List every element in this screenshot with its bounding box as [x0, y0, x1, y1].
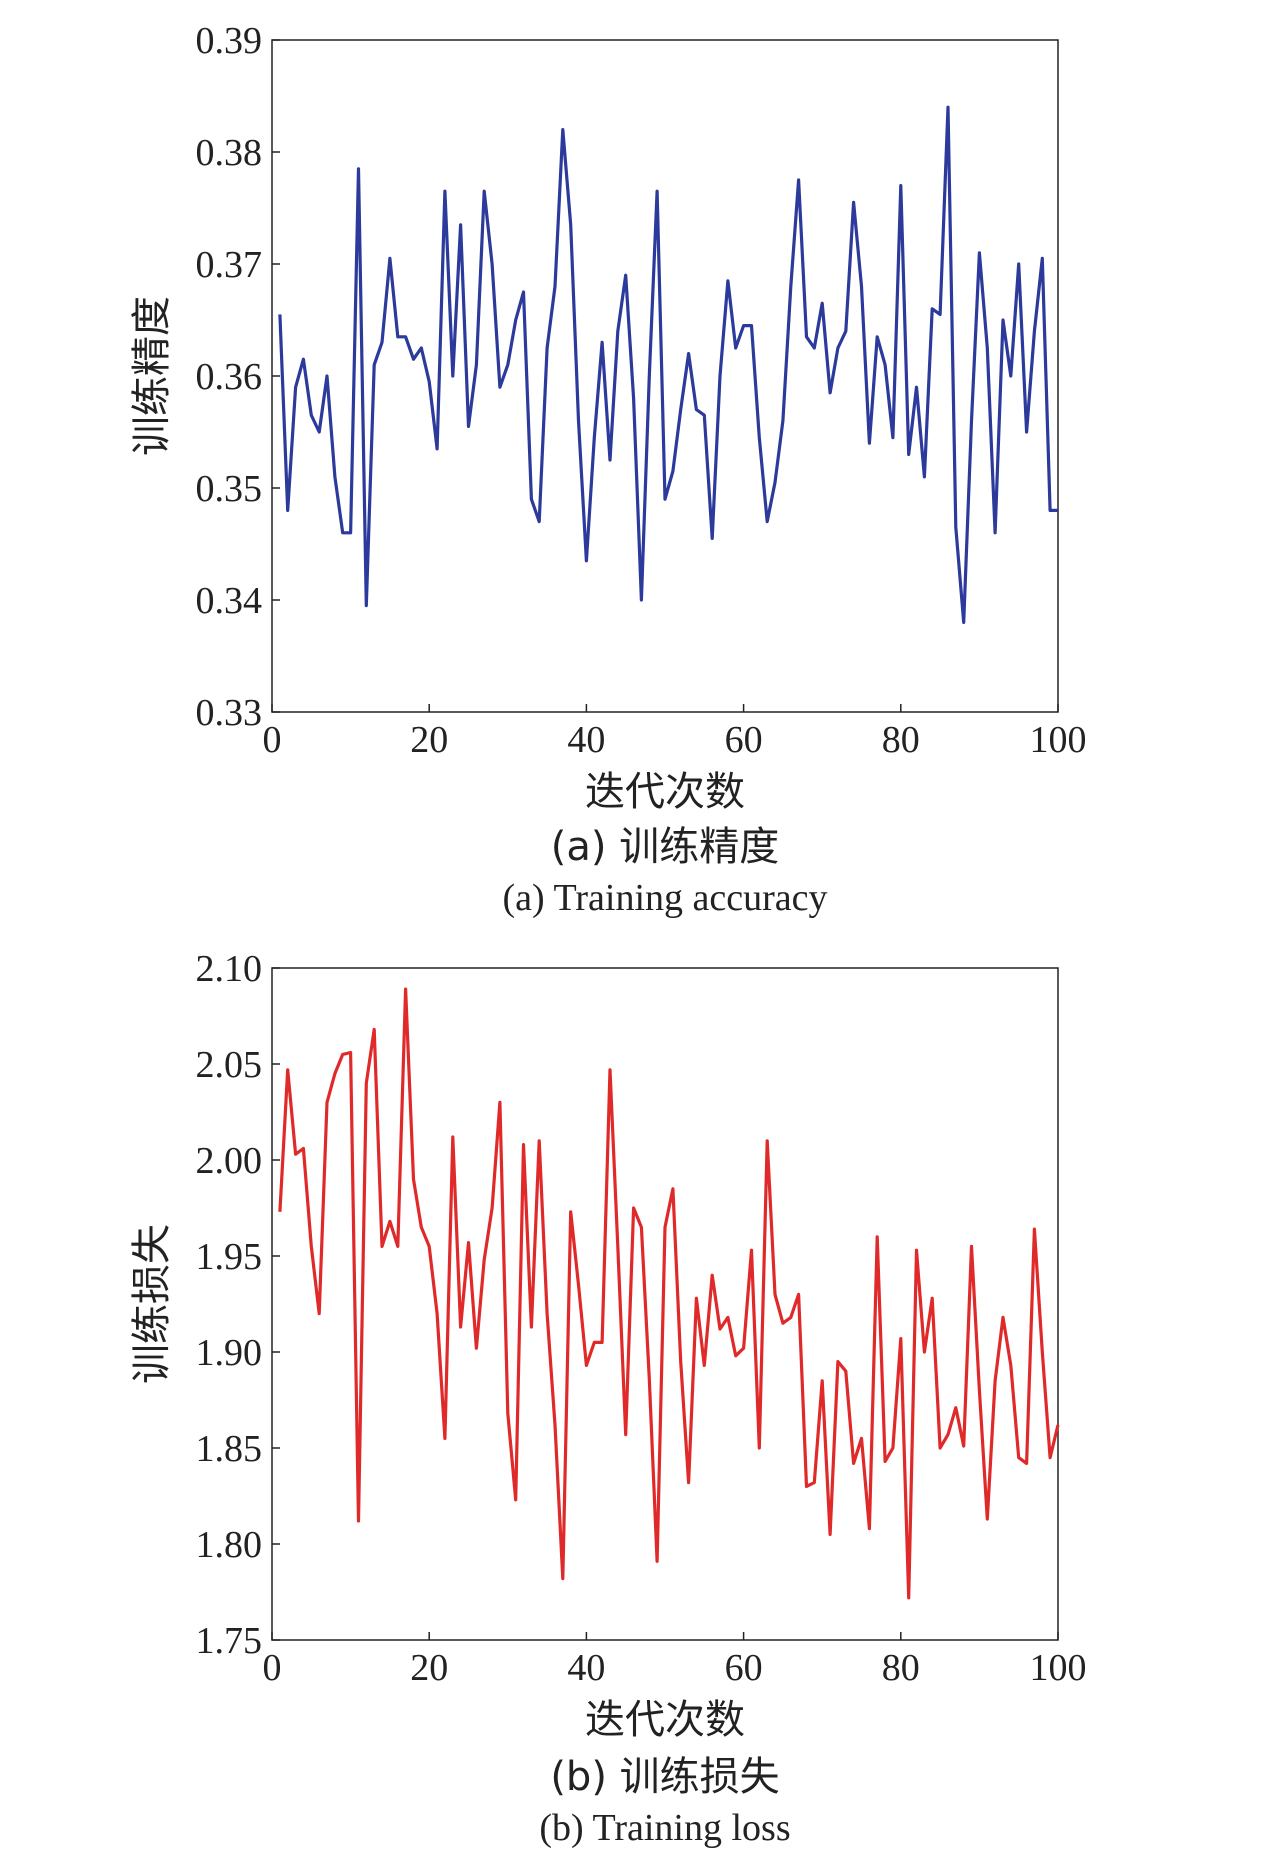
chart-b-y-ticks: 1.75 1.80 1.85 1.90 1.95 2.00 2.05 2.10 [196, 948, 280, 1662]
x-tick-label: 0 [263, 1647, 282, 1689]
x-tick-label: 0 [263, 719, 282, 761]
x-tick-label: 60 [725, 1647, 763, 1689]
chart-b-caption-cn: (b) 训练损失 [550, 1754, 779, 1800]
y-tick-label: 2.00 [196, 1140, 263, 1182]
chart-a-x-axis-label: 迭代次数 [585, 769, 745, 815]
chart-a-caption-cn: (a) 训练精度 [551, 824, 779, 870]
chart-b-plot-frame [271, 967, 1059, 1641]
x-tick-label: 100 [1030, 719, 1087, 761]
y-tick-label: 0.39 [196, 20, 263, 62]
chart-b-x-ticks: 0 20 40 60 80 100 [263, 1632, 1087, 1689]
chart-a: 0.33 0.34 0.35 0.36 0.37 0.38 0.39 0 20 40 60 80 10… [129, 20, 1087, 919]
y-tick-label: 1.85 [196, 1428, 263, 1470]
chart-a-plot-frame [271, 39, 1059, 713]
y-tick-label: 1.95 [196, 1236, 263, 1278]
x-tick-label: 40 [567, 719, 605, 761]
chart-b-y-axis-label: 训练损失 [129, 1224, 175, 1384]
x-tick-label: 60 [725, 719, 763, 761]
chart-b: 1.75 1.80 1.85 1.90 1.95 2.00 2.05 2.10 0 20 40 60… [129, 948, 1087, 1849]
y-tick-label: 1.90 [196, 1332, 263, 1374]
chart-b-x-axis-label: 迭代次数 [585, 1697, 745, 1743]
chart-a-caption-en: (a) Training accuracy [503, 877, 828, 919]
y-tick-label: 2.10 [196, 948, 263, 990]
y-tick-label: 2.05 [196, 1044, 263, 1086]
y-tick-label: 0.38 [196, 132, 263, 174]
chart-b-caption-en: (b) Training loss [539, 1807, 790, 1849]
x-tick-label: 20 [410, 1647, 448, 1689]
chart-a-accuracy-line [278, 105, 1058, 625]
x-tick-label: 20 [410, 719, 448, 761]
chart-a-y-ticks: 0.33 0.34 0.35 0.36 0.37 0.38 0.39 [196, 20, 280, 734]
y-tick-label: 1.75 [196, 1620, 263, 1662]
chart-b-loss-line [278, 987, 1060, 1600]
y-tick-label: 0.36 [196, 356, 263, 398]
y-tick-label: 0.35 [196, 468, 263, 510]
y-tick-label: 0.34 [196, 580, 263, 622]
chart-a-y-axis-label: 训练精度 [129, 296, 175, 456]
x-tick-label: 80 [882, 719, 920, 761]
x-tick-label: 100 [1030, 1647, 1087, 1689]
x-tick-label: 40 [567, 1647, 605, 1689]
y-tick-label: 0.33 [196, 692, 263, 734]
x-tick-label: 80 [882, 1647, 920, 1689]
y-tick-label: 1.80 [196, 1524, 263, 1566]
y-tick-label: 0.37 [196, 244, 263, 286]
chart-a-x-ticks: 0 20 40 60 80 100 [263, 704, 1087, 761]
